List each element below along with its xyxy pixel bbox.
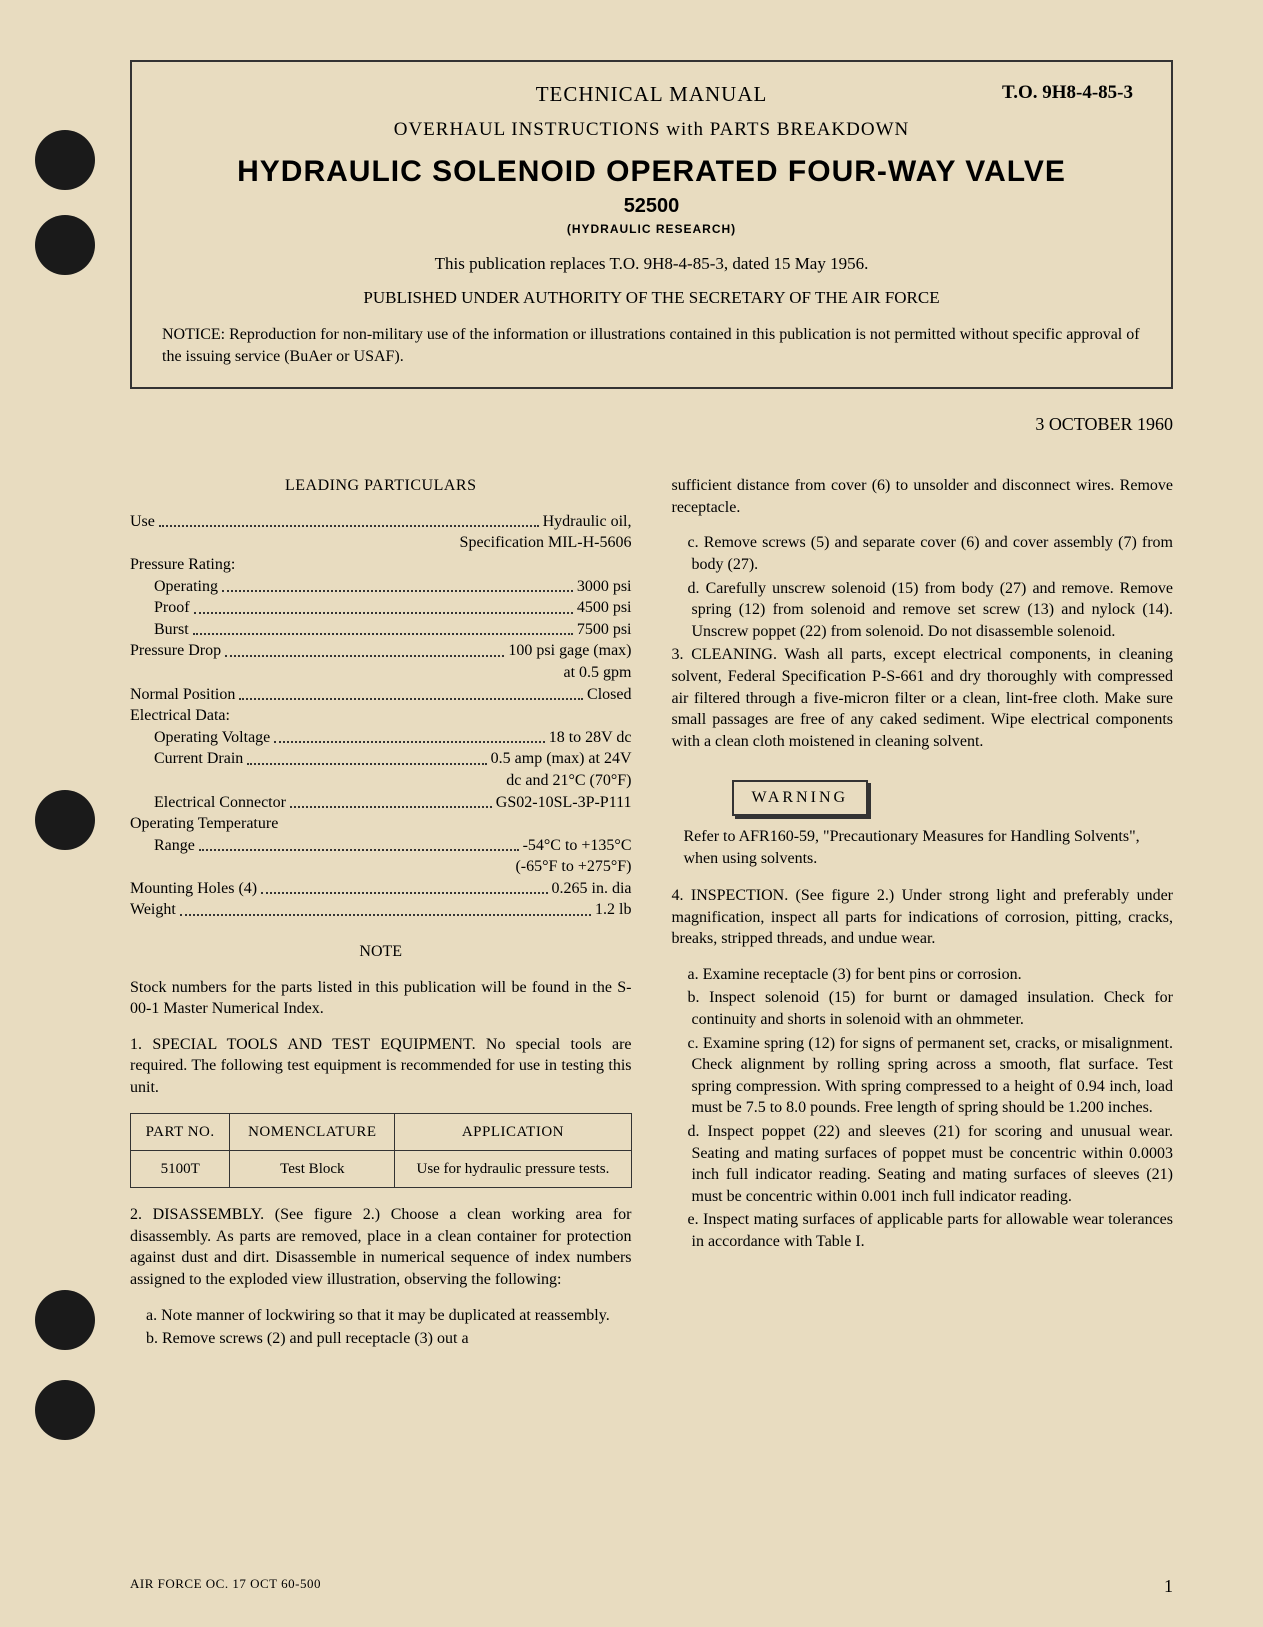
lp-value-cont: Specification MIL-H-5606	[130, 532, 632, 554]
lp-row: Electrical Data:	[130, 705, 632, 727]
lp-label: Operating	[154, 576, 218, 598]
section-4-intro: 4. INSPECTION. (See figure 2.) Under str…	[672, 885, 1174, 950]
lp-value-cont: dc and 21°C (70°F)	[130, 770, 632, 792]
lp-value: 0.265 in. dia	[552, 878, 632, 900]
section-2-intro: 2. DISASSEMBLY. (See figure 2.) Choose a…	[130, 1204, 632, 1290]
lp-value: Closed	[587, 684, 631, 706]
punch-hole	[35, 790, 95, 850]
to-number: T.O. 9H8-4-85-3	[1002, 82, 1133, 104]
section-4c: c. Examine spring (12) for signs of perm…	[672, 1033, 1174, 1119]
lp-value: 1.2 lb	[595, 899, 631, 921]
lp-label: Normal Position	[130, 684, 235, 706]
section-4a: a. Examine receptacle (3) for bent pins …	[672, 964, 1174, 986]
page-number: 1	[1164, 1576, 1173, 1597]
table-row: 5100TTest BlockUse for hydraulic pressur…	[131, 1150, 632, 1187]
section-2d: d. Carefully unscrew solenoid (15) from …	[672, 578, 1174, 643]
punch-hole	[35, 1380, 95, 1440]
section-2b: b. Remove screws (2) and pull receptacle…	[130, 1328, 632, 1350]
lp-label: Operating Voltage	[154, 727, 270, 749]
section-1: 1. SPECIAL TOOLS AND TEST EQUIPMENT. No …	[130, 1034, 632, 1099]
leading-particulars-heading: LEADING PARTICULARS	[130, 475, 632, 497]
lp-label: Range	[154, 835, 195, 857]
tool-table: PART NO.NOMENCLATUREAPPLICATION 5100TTes…	[130, 1113, 632, 1189]
table-cell: Test Block	[230, 1150, 395, 1187]
lp-value: GS02-10SL-3P-P111	[496, 792, 632, 814]
punch-hole	[35, 1290, 95, 1350]
footer: AIR FORCE OC. 17 OCT 60-500 1	[130, 1576, 1173, 1597]
lp-row: Weight 1.2 lb	[130, 899, 632, 921]
lp-row: Pressure Rating:	[130, 554, 632, 576]
section-4b: b. Inspect solenoid (15) for burnt or da…	[672, 987, 1174, 1030]
table-header: PART NO.	[131, 1113, 230, 1150]
lp-label: Pressure Drop	[130, 640, 221, 662]
lp-value: Hydraulic oil,	[543, 511, 632, 533]
part-number: 52500	[162, 195, 1141, 218]
leading-particulars-list: Use Hydraulic oil,Specification MIL-H-560…	[130, 511, 632, 921]
lp-row: Operating Voltage 18 to 28V dc	[130, 727, 632, 749]
reproduction-notice: NOTICE: Reproduction for non-military us…	[162, 324, 1141, 367]
warning-text: Refer to AFR160-59, "Precautionary Measu…	[672, 826, 1174, 869]
lp-row: Operating Temperature	[130, 813, 632, 835]
lp-row: Current Drain 0.5 amp (max) at 24V	[130, 748, 632, 770]
document-title: HYDRAULIC SOLENOID OPERATED FOUR-WAY VAL…	[162, 155, 1141, 189]
lp-row: Electrical Connector GS02-10SL-3P-P111	[130, 792, 632, 814]
punch-hole	[35, 130, 95, 190]
manufacturer: (HYDRAULIC RESEARCH)	[162, 222, 1141, 236]
lp-value-cont: at 0.5 gpm	[130, 662, 632, 684]
lp-value: 18 to 28V dc	[549, 727, 632, 749]
section-4e: e. Inspect mating surfaces of applicable…	[672, 1209, 1174, 1252]
punch-hole	[35, 215, 95, 275]
lp-row: Use Hydraulic oil,	[130, 511, 632, 533]
table-header: NOMENCLATURE	[230, 1113, 395, 1150]
section-2a: a. Note manner of lockwiring so that it …	[130, 1305, 632, 1327]
lp-label: Mounting Holes (4)	[130, 878, 257, 900]
lp-row: Normal Position Closed	[130, 684, 632, 706]
note-heading: NOTE	[130, 941, 632, 963]
section-4d: d. Inspect poppet (22) and sleeves (21) …	[672, 1121, 1174, 1207]
lp-row: Burst 7500 psi	[130, 619, 632, 641]
section-3: 3. CLEANING. Wash all parts, except elec…	[672, 644, 1174, 752]
lp-label: Burst	[154, 619, 189, 641]
left-column: LEADING PARTICULARS Use Hydraulic oil,Spe…	[130, 475, 632, 1352]
replaces-note: This publication replaces T.O. 9H8-4-85-…	[162, 254, 1141, 274]
lp-row: Proof 4500 psi	[130, 597, 632, 619]
subhead: OVERHAUL INSTRUCTIONS with PARTS BREAKDO…	[162, 119, 1141, 141]
section-2c: c. Remove screws (5) and separate cover …	[672, 532, 1174, 575]
print-info: AIR FORCE OC. 17 OCT 60-500	[130, 1576, 321, 1597]
publication-date: 3 OCTOBER 1960	[130, 414, 1173, 435]
table-header: APPLICATION	[395, 1113, 631, 1150]
lp-label: Electrical Data:	[130, 705, 230, 727]
lp-row: Mounting Holes (4) 0.265 in. dia	[130, 878, 632, 900]
lp-value: 3000 psi	[577, 576, 632, 598]
lp-value: 0.5 amp (max) at 24V	[491, 748, 632, 770]
lp-value: -54°C to +135°C	[523, 835, 632, 857]
right-column: sufficient distance from cover (6) to un…	[672, 475, 1174, 1352]
technical-manual-label: TECHNICAL MANUAL	[536, 82, 768, 107]
lp-value-cont: (-65°F to +275°F)	[130, 856, 632, 878]
title-block: TECHNICAL MANUAL T.O. 9H8-4-85-3 OVERHAU…	[130, 60, 1173, 389]
lp-label: Weight	[130, 899, 176, 921]
lp-row: Range -54°C to +135°C	[130, 835, 632, 857]
lp-label: Electrical Connector	[154, 792, 286, 814]
lp-row: Operating 3000 psi	[130, 576, 632, 598]
lp-label: Proof	[154, 597, 190, 619]
table-cell: 5100T	[131, 1150, 230, 1187]
lp-value: 7500 psi	[577, 619, 632, 641]
lp-label: Use	[130, 511, 155, 533]
note-text: Stock numbers for the parts listed in th…	[130, 977, 632, 1020]
lp-value: 4500 psi	[577, 597, 632, 619]
lp-row: Pressure Drop 100 psi gage (max)	[130, 640, 632, 662]
authority-line: PUBLISHED UNDER AUTHORITY OF THE SECRETA…	[162, 288, 1141, 308]
table-cell: Use for hydraulic pressure tests.	[395, 1150, 631, 1187]
lp-label: Pressure Rating:	[130, 554, 235, 576]
warning-label: WARNING	[732, 780, 869, 816]
lp-label: Operating Temperature	[130, 813, 278, 835]
lp-value: 100 psi gage (max)	[508, 640, 631, 662]
lp-label: Current Drain	[154, 748, 243, 770]
section-2b-cont: sufficient distance from cover (6) to un…	[672, 475, 1174, 518]
